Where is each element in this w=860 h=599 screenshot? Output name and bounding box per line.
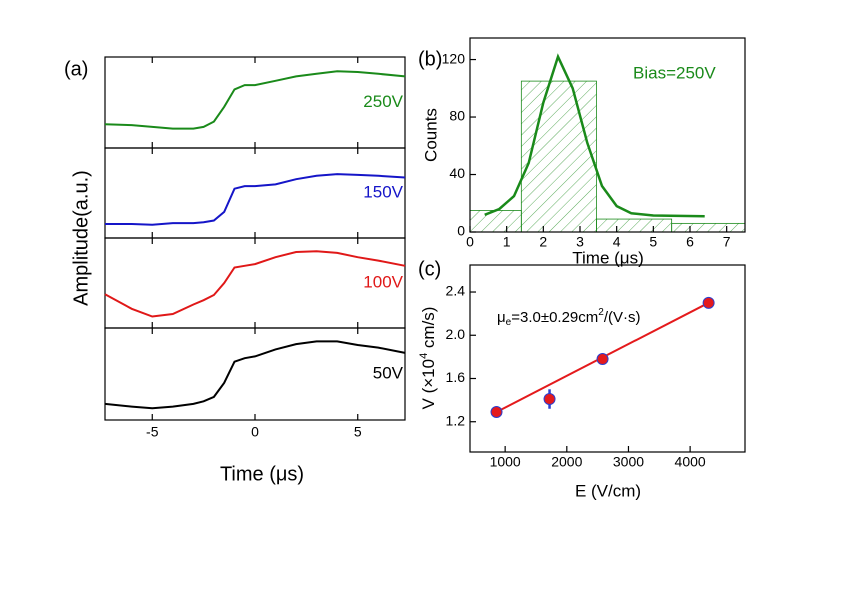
subplot-frame xyxy=(104,327,406,421)
x-tick-label: 1000 xyxy=(490,454,521,470)
y-tick-label: 1.6 xyxy=(446,369,466,385)
panel-label: (b) xyxy=(418,48,442,70)
histogram-bar xyxy=(596,218,673,233)
y-axis-label: V (×104 cm/s) xyxy=(418,307,439,410)
x-tick-label: 6 xyxy=(686,234,694,250)
annotation: μe=3.0±0.29cm2/(V·s) xyxy=(497,307,641,328)
y-axis-label: Amplitude(a.u.) xyxy=(70,170,92,306)
annotation-part: 2 xyxy=(598,307,604,318)
x-tick-label: -5 xyxy=(146,424,159,440)
data-point xyxy=(702,296,715,309)
trace-label: 250V xyxy=(363,92,403,111)
subplot-frame xyxy=(104,237,406,329)
y-axis-label: Counts xyxy=(421,108,440,162)
trace xyxy=(104,340,406,410)
trace xyxy=(105,173,406,226)
y-axis-label-part: V (×10 xyxy=(419,359,438,410)
x-axis-label: E (V/cm) xyxy=(575,481,641,500)
annotation-part: /(V·s) xyxy=(604,309,641,326)
x-tick-label: 1 xyxy=(503,234,511,250)
y-tick-label: 120 xyxy=(442,50,466,66)
annotation: Bias=250V xyxy=(633,63,716,82)
x-tick-label: 4000 xyxy=(675,454,706,470)
annotation-part: μ xyxy=(497,309,506,326)
histogram-bar xyxy=(520,80,597,233)
trace-label: 150V xyxy=(363,182,403,201)
y-axis-label-part: cm/s) xyxy=(419,307,438,353)
y-axis-label-part: 4 xyxy=(418,353,430,359)
axes-frame xyxy=(469,37,746,233)
trace-label: 100V xyxy=(363,272,403,291)
x-tick-label: 5 xyxy=(649,234,657,250)
y-tick-label: 80 xyxy=(449,108,465,124)
y-tick-label: 1.2 xyxy=(446,412,466,428)
panel-label: (c) xyxy=(418,258,441,280)
x-tick-label: 2 xyxy=(539,234,547,250)
subplot-frame xyxy=(104,56,406,149)
y-tick-label: 2.4 xyxy=(446,283,466,299)
annotation-part: e xyxy=(506,317,512,328)
x-tick-label: 2000 xyxy=(551,454,582,470)
axes-frame xyxy=(469,264,746,453)
x-tick-label: 3 xyxy=(576,234,584,250)
data-point xyxy=(490,406,503,419)
x-tick-label: 0 xyxy=(466,234,474,250)
data-point xyxy=(543,393,556,406)
y-tick-label: 2.0 xyxy=(446,326,466,342)
x-tick-label: 0 xyxy=(251,424,259,440)
trace xyxy=(104,70,406,130)
x-axis-label: Time (μs) xyxy=(220,463,304,485)
histogram-bar xyxy=(671,222,746,233)
fit-curve xyxy=(484,53,705,218)
data-point xyxy=(596,353,609,366)
x-tick-label: 3000 xyxy=(613,454,644,470)
x-tick-label: 5 xyxy=(354,424,362,440)
x-axis-label: Time (μs) xyxy=(572,248,644,267)
histogram-bar xyxy=(469,210,522,233)
trace-label: 50V xyxy=(373,363,404,382)
annotation-part: =3.0±0.29cm xyxy=(511,309,598,326)
x-tick-label: 4 xyxy=(613,234,621,250)
y-tick-label: 0 xyxy=(457,223,465,239)
x-tick-label: 7 xyxy=(723,234,731,250)
y-tick-label: 40 xyxy=(449,165,465,181)
panel-label: (a) xyxy=(64,58,88,80)
trace xyxy=(104,250,406,318)
